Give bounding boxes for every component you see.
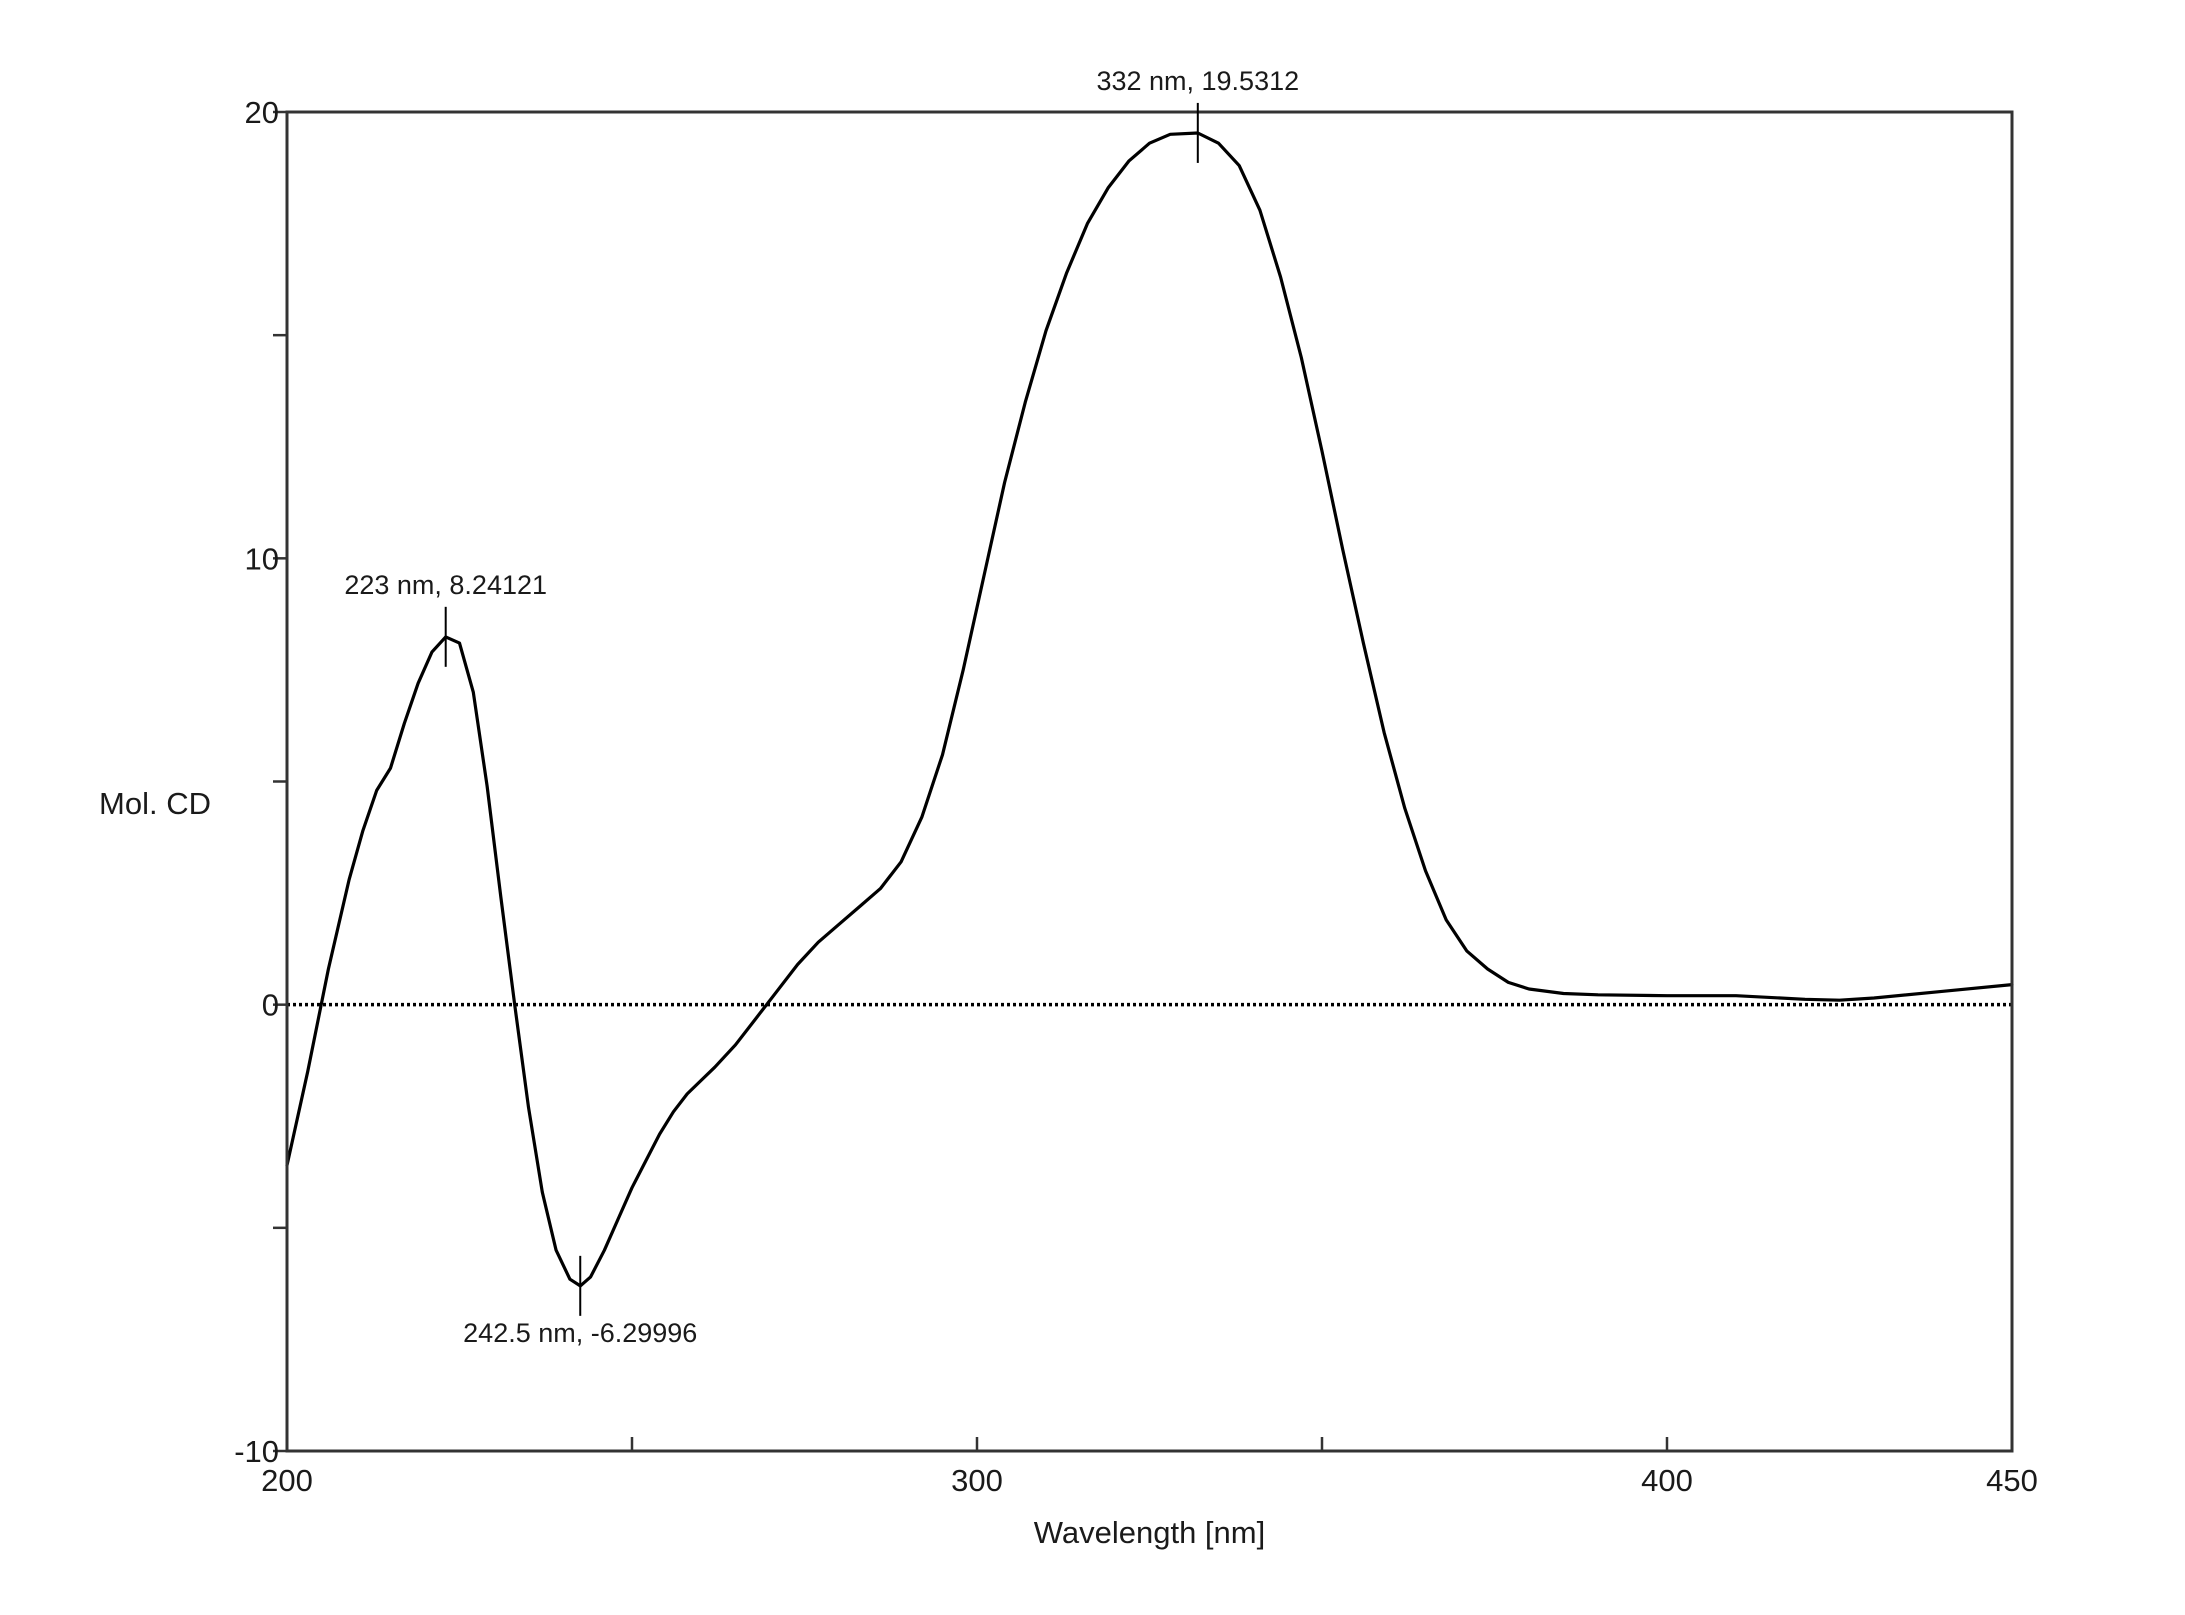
x-tick-label-5: 450 <box>1986 1463 2038 1498</box>
x-axis-title: Wavelength [nm] <box>1034 1515 1265 1550</box>
y-tick-label-6: 20 <box>245 95 279 130</box>
series-layer <box>285 131 2014 1288</box>
x-tick-label-4: 400 <box>1641 1463 1693 1498</box>
annotation-label-1: 242.5 nm, -6.29996 <box>463 1318 697 1348</box>
annotation-label-2: 332 nm, 19.5312 <box>1096 66 1299 96</box>
peak-annotations-layer: 223 nm, 8.24121 242.5 nm, -6.29996 332 nm,… <box>344 66 1299 1348</box>
plot-frame <box>285 110 2014 1453</box>
series-line-0 <box>285 131 2014 1288</box>
plot-frame-layer <box>285 110 2014 1453</box>
y-axis-title: Mol. CD <box>99 786 211 821</box>
axis-ticks-layer: 200 300 400 450 -10 0 10 20 <box>234 95 2038 1498</box>
y-tick-label-2: 0 <box>262 988 279 1023</box>
x-tick-label-2: 300 <box>951 1463 1003 1498</box>
x-tick-label-0: 200 <box>261 1463 313 1498</box>
y-tick-label-0: -10 <box>234 1434 279 1469</box>
y-tick-label-4: 10 <box>245 541 279 576</box>
annotation-label-0: 223 nm, 8.24121 <box>344 570 547 600</box>
